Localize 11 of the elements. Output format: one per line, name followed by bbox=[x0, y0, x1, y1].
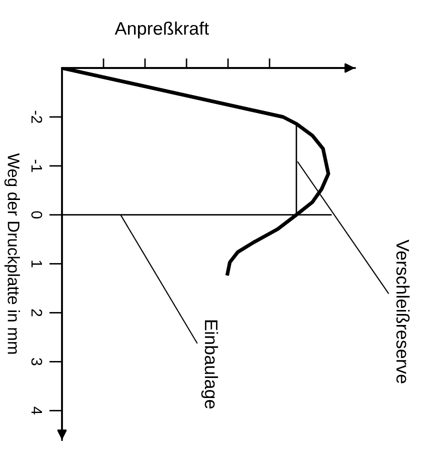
y-axis-title: Weg der Druckplatte in mm bbox=[4, 153, 20, 354]
y-tick-label: 2 bbox=[31, 309, 42, 316]
y-tick-label: 3 bbox=[31, 358, 42, 366]
y-tick-label: -2 bbox=[31, 110, 42, 123]
y-tick-label: 1 bbox=[31, 260, 42, 268]
y-tick-label: 0 bbox=[31, 211, 42, 218]
y-tick-label: 4 bbox=[31, 406, 42, 414]
y-tick-label: -1 bbox=[31, 160, 42, 172]
annotation: Verschleißreserve bbox=[396, 240, 410, 384]
annotation: Einbaulage bbox=[201, 320, 218, 409]
x-axis-title: Anpreßkraft bbox=[114, 22, 209, 38]
